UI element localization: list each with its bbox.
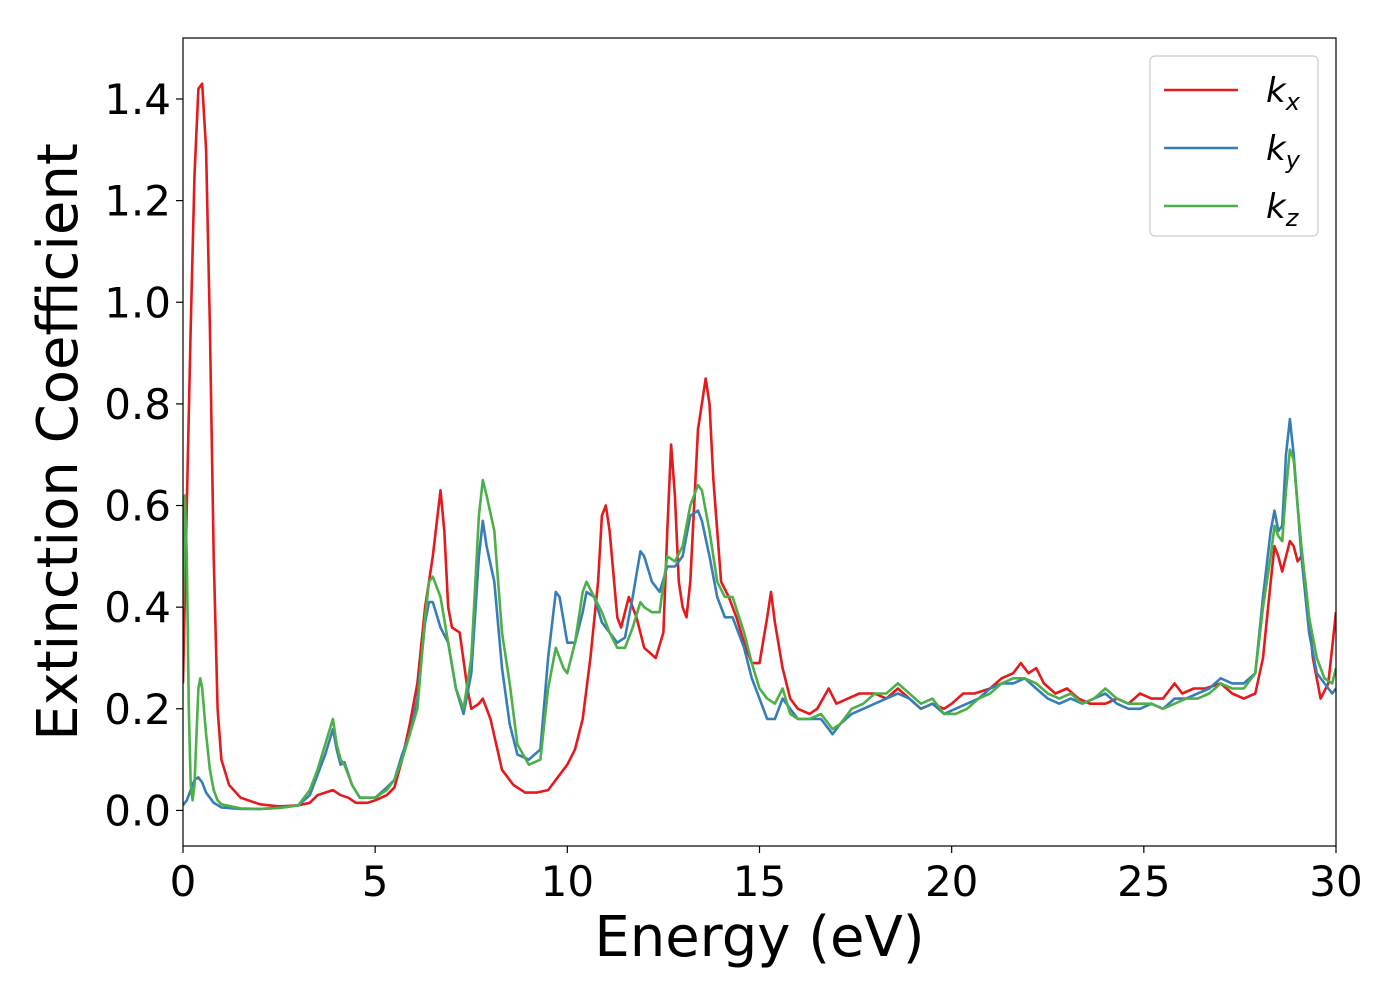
legend-label-main: k [1266,129,1287,169]
series-line-ky [183,417,1336,811]
series-line-kx [183,82,1336,808]
y-tick-label: 0.6 [104,482,171,531]
y-axis-ticks: 0.0 0.2 0.4 0.6 0.8 1.0 1.2 1.4 [104,75,183,835]
legend-label-main: k [1266,187,1287,227]
x-axis-title: Energy (eV) [594,905,924,970]
legend-label: kx [1266,71,1301,116]
legend-label-main: k [1266,71,1287,111]
y-tick-label: 0.8 [104,380,171,429]
y-tick-label: 0.0 [104,786,171,835]
series-line-kz [183,448,1336,811]
x-tick-label: 10 [541,857,594,906]
y-axis-title: Extinction Coefficient [26,143,91,741]
y-tick-label: 0.2 [104,685,171,734]
legend-label-sub: z [1285,204,1300,232]
legend-box [1149,55,1319,237]
legend-label-sub: x [1285,88,1301,116]
legend-label-sub: y [1285,146,1301,174]
y-tick-label: 1.0 [104,278,171,327]
x-axis-ticks: 0 5 10 15 20 25 30 [170,846,1363,906]
x-tick-label: 15 [733,857,786,906]
legend-label: ky [1266,129,1301,174]
y-tick-label: 1.2 [104,177,171,226]
x-tick-label: 5 [362,857,389,906]
y-tick-label: 1.4 [104,75,171,124]
x-tick-label: 20 [925,857,978,906]
x-tick-label: 0 [170,857,197,906]
x-tick-label: 25 [1117,857,1170,906]
legend-label: kz [1266,187,1300,232]
y-tick-label: 0.4 [104,583,171,632]
series-lines [183,82,1336,811]
x-tick-label: 30 [1309,857,1362,906]
